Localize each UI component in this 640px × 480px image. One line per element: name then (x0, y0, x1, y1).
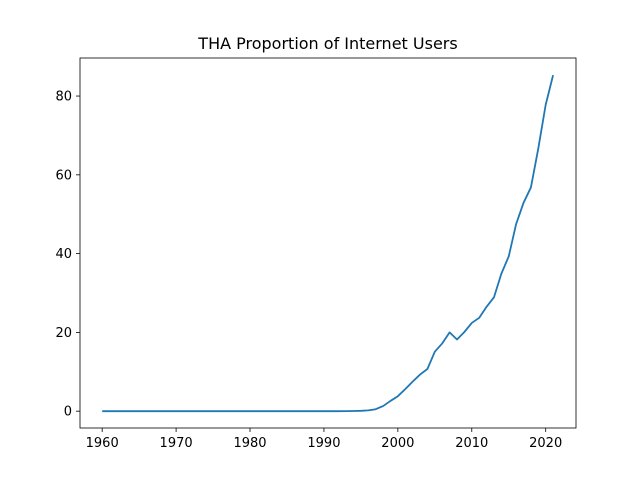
x-tick-label: 1980 (233, 436, 266, 451)
x-tick-label: 1960 (86, 436, 119, 451)
chart-title: THA Proportion of Internet Users (197, 34, 457, 53)
y-axis: 0 20 40 60 80 (55, 90, 80, 420)
y-tick-label: 0 (64, 405, 72, 420)
series-line (102, 74, 554, 413)
x-tick-label: 1990 (307, 436, 340, 451)
y-tick-label: 40 (55, 247, 72, 262)
y-tick-label: 20 (55, 326, 72, 341)
y-tick-label: 60 (55, 168, 72, 183)
plot-area: 1960 1970 1980 1990 2000 2010 2020 0 20 40 60 80 (55, 57, 577, 451)
x-tick-label: 2010 (455, 436, 488, 451)
x-tick-label: 2020 (529, 436, 562, 451)
series-layer (102, 74, 554, 413)
axes-frame (79, 57, 577, 429)
x-tick-label: 1970 (160, 436, 193, 451)
x-axis: 1960 1970 1980 1990 2000 2010 2020 (86, 428, 562, 451)
x-tick-label: 2000 (381, 436, 414, 451)
y-tick-label: 80 (55, 90, 72, 105)
